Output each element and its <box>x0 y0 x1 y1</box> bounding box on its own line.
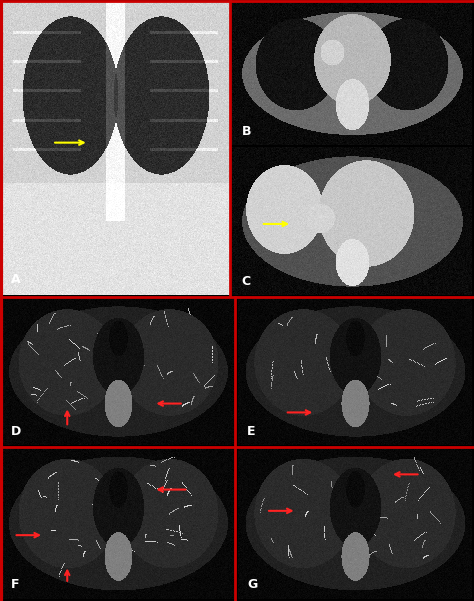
Text: D: D <box>11 424 22 438</box>
Text: G: G <box>247 578 257 591</box>
Text: A: A <box>11 273 21 286</box>
Text: B: B <box>242 125 251 138</box>
Text: E: E <box>247 424 256 438</box>
Text: C: C <box>242 275 251 288</box>
Text: F: F <box>11 578 20 591</box>
